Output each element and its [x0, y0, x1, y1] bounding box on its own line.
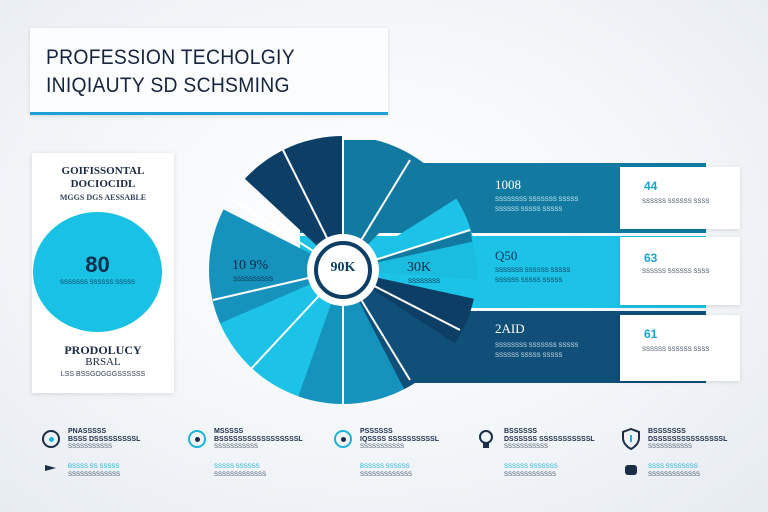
- feature-caption: SSSSSSSSSSS: [360, 444, 405, 450]
- card-caption: MGGS DGS AESSABLE: [59, 193, 147, 202]
- card-heading: GOIFISSONTAL: [61, 165, 145, 177]
- center-ring: [314, 241, 372, 299]
- pie-center-label: 90K: [330, 260, 356, 275]
- feature-subtitle: BSSS DSSSSSSSSSL: [68, 436, 141, 443]
- gear-icon: [188, 430, 206, 448]
- chart-icon: [334, 430, 352, 448]
- feature-caption: SSSSSSSSSSS: [68, 444, 113, 450]
- feature-note: SSSSSSSSSSSSS: [68, 472, 121, 478]
- feature-subtitle: BSSSSSSSSSSSSSSSSSL: [214, 436, 303, 443]
- card-footer-subtitle: BRSAL: [85, 356, 121, 368]
- side-card-3: 61 SSSSSS SSSSSS SSSS: [620, 315, 740, 381]
- title-box: PROFESSION TECHOLGIY INIQIAUTY SD SCHSMI…: [30, 28, 388, 115]
- bar-value: Q50: [495, 248, 518, 263]
- feature-item-1: PNASSSSS BSSS DSSSSSSSSSL SSSSSSSSSSS BS…: [42, 426, 172, 496]
- card-subheading: DOCIOCIDL: [70, 178, 136, 190]
- feature-highlight: SSSSS SSSSSS: [214, 464, 260, 470]
- feature-title: BSSSSSS: [504, 428, 538, 435]
- side-card-value: 61: [644, 327, 658, 341]
- feature-highlight: SSSSSS SSSSSSS: [504, 464, 558, 470]
- bar-caption: SSSSSSSS SSSSSSS SSSSS: [495, 197, 579, 203]
- stat-caption: SSSSSSS SSSSSS SSSSS: [59, 280, 136, 286]
- pie-left-label: 10 9%: [232, 258, 269, 273]
- feature-note: SSSSSSSSSSSSS: [648, 472, 701, 478]
- feature-caption: SSSSSSSSSSS: [214, 444, 259, 450]
- bar-caption: SSSSSSSS SSSSSSS SSSSS: [495, 343, 579, 349]
- feature-item-2: MSSSSS BSSSSSSSSSSSSSSSSSL SSSSSSSSSSS S…: [188, 426, 318, 496]
- feature-caption: SSSSSSSSSSS: [648, 444, 693, 450]
- stat-value: 80: [85, 252, 110, 277]
- page-title-line2: INIQIAUTY SD SCHSMING: [46, 74, 290, 97]
- feature-item-3: PSSSSSS IQSSSS SSSSSSSSSSL SSSSSSSSSSS B…: [334, 426, 464, 496]
- card-footer-title: PRODOLUCY: [64, 343, 142, 357]
- pie-slice-right-light: [343, 190, 477, 270]
- pie-arrow-label: 30K: [407, 260, 432, 275]
- feature-item-4: BSSSSSS DSSSSSS SSSSSSSSSSSL SSSSSSSSSSS…: [478, 426, 608, 496]
- pointer-arrow: [343, 240, 480, 300]
- feature-caption: SSSSSSSSSSS: [504, 444, 549, 450]
- bar-caption: SSSSSSS SSSSSS SSSSS: [495, 268, 571, 274]
- feature-highlight: BSSSS SS SSSSS: [68, 464, 120, 470]
- feature-item-5: BSSSSSSS DSSSSSSSSSSSSSSSL SSSSSSSSSSS S…: [622, 426, 752, 496]
- side-card-caption: SSSSSS SSSSSS SSSS: [642, 269, 710, 275]
- flag-icon: [45, 465, 56, 475]
- shield-icon: [622, 428, 640, 450]
- feature-title: PNASSSSS: [68, 428, 107, 435]
- pie-slice-left: [209, 200, 343, 350]
- side-card-caption: SSSSSS SSSSSS SSSS: [642, 199, 710, 205]
- pie-slice-bottom-right: [343, 270, 477, 404]
- bulb-icon: [479, 430, 493, 448]
- badge-icon: [625, 465, 637, 475]
- side-card-value: 44: [644, 179, 658, 193]
- feature-subtitle: DSSSSSS SSSSSSSSSSSL: [504, 436, 595, 443]
- side-card-1: 44 SSSSSS SSSSSS SSSS: [620, 167, 740, 229]
- pie-arrow-caption: SSSSSSSS: [408, 279, 441, 285]
- feature-note: SSSSSSSSSSSSS: [504, 472, 557, 478]
- side-card-value: 63: [644, 251, 658, 265]
- pie-slice-bottom: [290, 270, 420, 404]
- page-title-line1: PROFESSION TECHOLGIY: [46, 46, 295, 69]
- card-footer-caption: LSS BSSGOGGGSSSSSS: [60, 371, 146, 378]
- feature-title: PSSSSSS: [360, 428, 393, 435]
- side-card-caption: SSSSSS SSSSSS SSSS: [642, 347, 710, 353]
- feature-title: MSSSSS: [214, 428, 244, 435]
- side-card-2: 63 SSSSSS SSSSSS SSSS: [620, 237, 740, 305]
- bar-caption-2: SSSSSS SSSSS SSSSS: [495, 207, 563, 213]
- feature-note: SSSSSSSSSSSSS: [360, 472, 413, 478]
- feature-highlight: SSSS SSSSSSSS: [648, 464, 698, 470]
- target-icon: [42, 430, 60, 448]
- bar-value: 1008: [495, 177, 521, 192]
- feature-subtitle: DSSSSSSSSSSSSSSSL: [648, 436, 728, 443]
- pie-left-caption: SSSSSSSSSS: [233, 277, 274, 283]
- feature-note: SSSSSSSSSSSSS: [214, 472, 267, 478]
- feature-highlight: BSSSSS SSSSSS: [360, 464, 410, 470]
- bar-value: 2AID: [495, 321, 525, 336]
- stat-circle: [33, 212, 162, 332]
- bar-caption-2: SSSSSS SSSSS SSSSS: [495, 278, 563, 284]
- bar-caption-2: SSSSSS SSSSS SSSSS: [495, 353, 563, 359]
- feature-subtitle: IQSSSS SSSSSSSSSSL: [360, 436, 439, 443]
- feature-title: BSSSSSSS: [648, 428, 686, 435]
